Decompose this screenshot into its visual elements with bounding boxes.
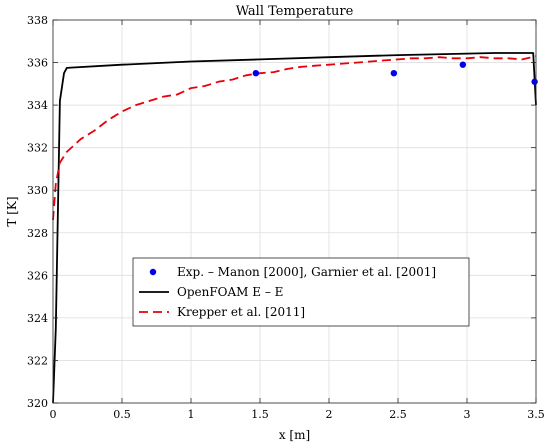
y-tick-label: 324 [27,312,48,325]
x-tick-label: 2.5 [389,408,407,421]
x-tick-label: 2 [326,408,333,421]
legend-box [132,257,470,327]
data-point [531,78,538,85]
legend-label: Krepper et al. [2011] [177,305,305,319]
y-tick-label: 322 [27,354,48,367]
series-layer [52,52,538,404]
data-point [252,69,260,77]
legend: Exp. – Manon [2000], Garnier et al. [200… [132,257,470,327]
y-tick-label: 330 [27,184,48,197]
x-tick-label: 1 [188,408,195,421]
y-tick-label: 332 [27,142,48,155]
x-tick-label: 3 [464,408,471,421]
data-point [390,69,398,77]
x-tick-label: 3.5 [527,408,545,421]
y-tick-label: 336 [27,57,48,70]
chart-title: Wall Temperature [236,4,354,19]
axis-ticks: 0 0.5 1 1.5 2 2.5 3 3.5 320 322 324 326 328 330 332 334… [27,14,545,421]
legend-label: OpenFOAM E – E [177,285,283,299]
y-tick-label: 338 [27,14,48,27]
legend-marker [149,268,157,276]
series-line-1 [52,52,537,404]
y-tick-label: 328 [27,227,48,240]
x-tick-label: 0 [50,408,57,421]
y-tick-label: 334 [27,99,48,112]
x-tick-label: 0.5 [113,408,131,421]
y-axis-label: T [K] [5,196,19,226]
plot-frame [52,19,537,404]
y-tick-label: 320 [27,397,48,410]
legend-label: Exp. – Manon [2000], Garnier et al. [200… [177,265,436,279]
x-tick-label: 1.5 [251,408,269,421]
y-tick-label: 326 [27,269,48,282]
x-axis-label: x [m] [279,428,310,442]
data-point [459,61,467,68]
